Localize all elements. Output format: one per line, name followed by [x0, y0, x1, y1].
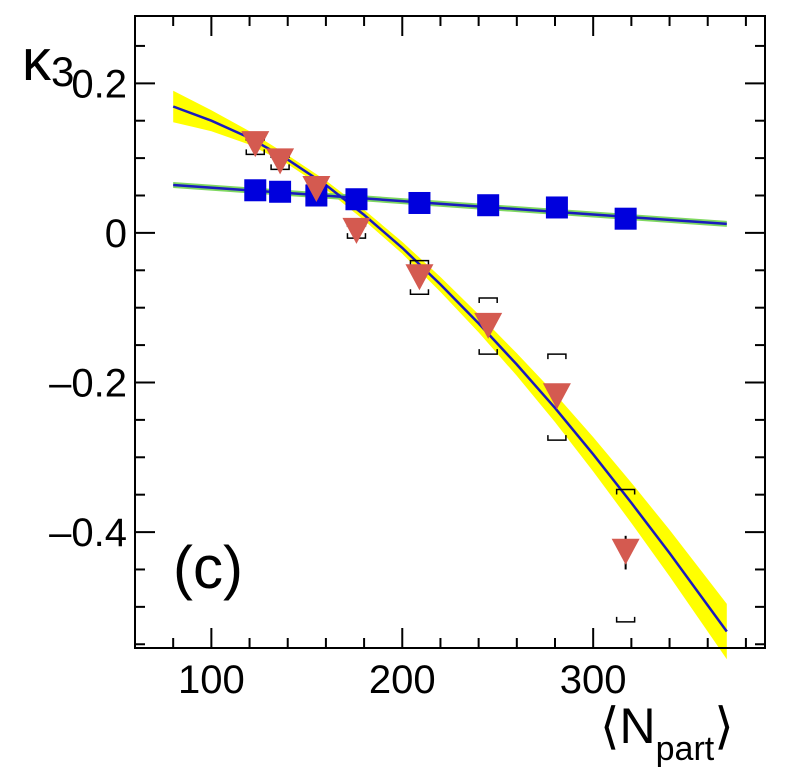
fit-bands — [173, 90, 727, 660]
triangles-point-5 — [474, 312, 503, 339]
triangles-sys-upper-6 — [547, 353, 567, 360]
triangles-point-4 — [405, 264, 434, 291]
triangles-point-7 — [611, 538, 640, 565]
triangles-point-0 — [241, 131, 270, 158]
triangles-point-3 — [342, 217, 371, 244]
systematic-error-brackets — [245, 134, 636, 623]
triangles-sys-lower-7 — [615, 616, 636, 623]
plot-area — [172, 90, 728, 660]
squares-point-0 — [244, 179, 267, 202]
x-tick-label: 100 — [178, 658, 245, 702]
triangles-sys-upper-7 — [615, 488, 636, 495]
y-tick-label: –0.2 — [49, 361, 127, 405]
axis-ticks — [134, 16, 765, 648]
triangles-point-2 — [302, 176, 331, 203]
tick-labels: 100 200 300 0.2 0 –0.2 –0.4 — [49, 62, 626, 702]
triangles-point-6 — [542, 383, 571, 410]
squares-point-6 — [545, 196, 568, 219]
plot-frame — [134, 15, 766, 649]
panel-label: (c) — [173, 534, 243, 601]
squares-point-3 — [345, 188, 368, 211]
y-axis-title-main: κ — [22, 28, 52, 93]
x-axis-title-main: N — [620, 698, 656, 754]
x-axis-title: ⟨Npart⟩ — [600, 698, 734, 768]
y-tick-label: –0.4 — [49, 511, 127, 555]
y-axis-title-sub: 3 — [51, 48, 74, 95]
y-axis-title: κ3 — [22, 28, 74, 95]
squares-point-1 — [269, 180, 292, 203]
triangles-sys-upper-5 — [478, 297, 498, 303]
squares-point-7 — [614, 207, 637, 230]
triangles-sys-lower-4 — [409, 289, 430, 295]
x-axis-title-sub: part — [656, 730, 715, 768]
triangles-point-1 — [266, 148, 295, 175]
x-axis-title-bracket-right: ⟩ — [714, 698, 734, 754]
triangle-fit-line — [172, 105, 728, 633]
data-markers — [241, 131, 640, 565]
y-tick-label: 0 — [105, 212, 127, 256]
squares-point-5 — [477, 194, 500, 217]
y-tick-label: 0.2 — [71, 62, 127, 106]
x-tick-label: 300 — [560, 658, 627, 702]
triangles-sys-upper-4 — [409, 259, 430, 266]
x-axis-title-bracket-left: ⟨ — [600, 698, 620, 754]
x-tick-label: 200 — [369, 658, 436, 702]
squares-point-4 — [408, 191, 431, 214]
triangles-sys-lower-5 — [478, 349, 498, 355]
triangle-fit-band — [173, 90, 727, 660]
triangles-sys-lower-6 — [547, 435, 567, 441]
